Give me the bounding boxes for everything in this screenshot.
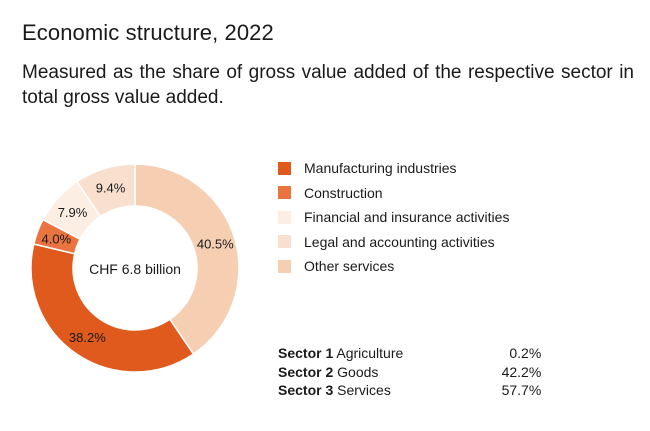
center-label: CHF 6.8 billion [89, 261, 181, 277]
legend-label: Other services [304, 258, 395, 275]
sector-name: Sector 1 [278, 345, 334, 362]
sector-label: Sector 2 Goods [278, 363, 403, 382]
sector-value: 0.2% [509, 345, 542, 362]
legend-swatch [278, 235, 291, 249]
slice-value-label: 4.0% [42, 232, 72, 247]
legend-swatch [278, 210, 291, 224]
donut-chart: 40.5% 38.2% 4.0% 7.9% 9.4% CHF 6.8 billion [30, 163, 240, 373]
sector-summary-table: Sector 1 Agriculture 0.2% Sector 2 Goods… [278, 344, 541, 400]
sector-label: Sector 3 Services [278, 381, 403, 400]
slice-value-label: 38.2% [69, 330, 106, 345]
sector-row: Sector 3 Services 57.7% [278, 381, 541, 400]
legend-swatch [278, 259, 291, 273]
sector-value: 57.7% [501, 382, 542, 399]
legend-label: Manufacturing industries [304, 160, 457, 177]
chart-legend: Manufacturing industries Construction Fina… [278, 156, 509, 279]
legend-label: Financial and insurance activities [304, 209, 510, 226]
sector-desc: Goods [337, 363, 379, 380]
donut-slice [134, 163, 240, 356]
legend-item: Financial and insurance activities [278, 205, 509, 230]
slice-value-label: 40.5% [197, 236, 234, 251]
slice-value-label: 9.4% [96, 181, 126, 196]
legend-item: Other services [278, 254, 509, 279]
chart-title: Economic structure, 2022 [22, 20, 274, 45]
legend-item: Construction [278, 181, 509, 206]
legend-swatch [278, 186, 291, 200]
donut-slice [76, 163, 136, 218]
legend-label: Construction [304, 184, 383, 201]
sector-name: Sector 2 [278, 363, 334, 380]
sector-desc: Services [337, 382, 391, 399]
sector-row: Sector 2 Goods 42.2% [278, 363, 541, 382]
sector-name: Sector 3 [278, 382, 334, 399]
donut-slice [30, 243, 195, 373]
legend-label: Legal and accounting activities [304, 233, 495, 250]
sector-label: Sector 1 Agriculture [278, 344, 403, 363]
sector-value: 42.2% [501, 363, 542, 380]
sector-row: Sector 1 Agriculture 0.2% [278, 344, 541, 363]
slice-value-label: 7.9% [58, 205, 88, 220]
legend-item: Legal and accounting activities [278, 230, 509, 255]
chart-subtitle: Measured as the share of gross value add… [22, 62, 634, 108]
legend-swatch [278, 161, 291, 175]
legend-item: Manufacturing industries [278, 156, 509, 181]
sector-desc: Agriculture [336, 345, 404, 362]
